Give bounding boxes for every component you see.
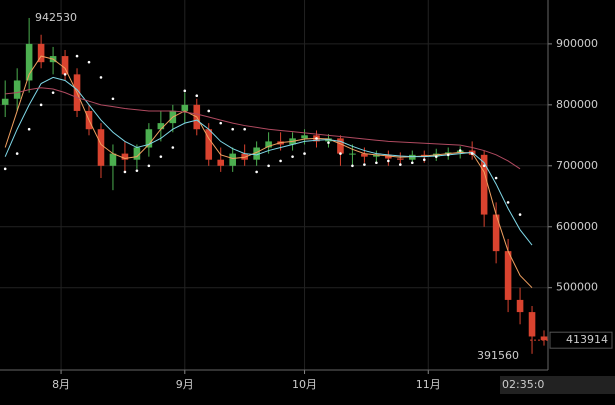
psar-dot (518, 213, 522, 216)
candle-body (528, 312, 536, 337)
x-tick-label: 10月 (292, 378, 317, 391)
psar-dot (506, 201, 510, 204)
candle-body (145, 129, 153, 148)
psar-dot (243, 127, 246, 131)
candle-body (492, 214, 500, 252)
candle-body (25, 43, 33, 81)
psar-dot (51, 91, 55, 94)
candle-body (13, 80, 21, 99)
psar-dot (327, 141, 330, 144)
psar-dot (219, 121, 223, 125)
psar-dot (339, 152, 342, 155)
candle-body (516, 299, 524, 313)
candle-body (504, 251, 512, 300)
candle-body (61, 56, 69, 75)
indicator-line (4, 55, 533, 289)
candle-body (253, 147, 260, 160)
psar-dot (183, 89, 187, 93)
last-price-label: 413914 (566, 333, 608, 346)
psar-dot (387, 159, 390, 163)
psar-dot (99, 76, 103, 79)
psar-dot (482, 164, 486, 168)
candle-body (480, 154, 488, 215)
psar-dot (3, 167, 7, 171)
candle-body (373, 154, 380, 157)
candle-body (265, 141, 272, 148)
psar-dot (279, 159, 282, 163)
candle-body (37, 43, 45, 63)
psar-dot (291, 155, 294, 158)
y-tick-label: 600000 (556, 220, 598, 233)
y-tick-label: 700000 (556, 159, 598, 172)
psar-dot (351, 164, 354, 168)
x-tick-label: 9月 (176, 378, 194, 391)
candle-body (397, 158, 404, 160)
psar-dot (39, 103, 43, 107)
psar-dot (399, 163, 402, 166)
candle-body (121, 153, 129, 160)
psar-dot (434, 155, 438, 158)
candle-body (133, 147, 141, 160)
psar-dot (410, 161, 414, 165)
psar-dot (458, 149, 462, 152)
candle-body (181, 104, 189, 111)
candle-body (301, 135, 308, 139)
psar-dot (494, 176, 498, 180)
psar-dot (207, 109, 211, 113)
candle-body (217, 159, 225, 166)
candle-body (205, 129, 213, 160)
time-label: 02:35:0 (502, 378, 544, 391)
psar-dot (111, 97, 115, 101)
candle-body (385, 154, 392, 159)
time-box (500, 376, 615, 394)
psar-dot (195, 94, 199, 98)
psar-dot (375, 161, 378, 165)
psar-dot (27, 127, 31, 131)
psar-dot (303, 152, 306, 155)
candle-body (97, 129, 105, 166)
psar-dot (135, 169, 139, 172)
psar-dot (87, 60, 91, 64)
y-tick-label: 900000 (556, 37, 598, 50)
psar-dot (255, 170, 258, 174)
psar-dot (231, 127, 234, 131)
psar-dot (267, 164, 270, 168)
candle-body (444, 152, 452, 154)
psar-dot (63, 73, 67, 76)
candle-body (109, 153, 117, 166)
candle-body (540, 336, 548, 341)
low-label: 391560 (477, 349, 519, 362)
indicator-line (4, 76, 533, 246)
indicator-line (5, 87, 521, 170)
candle-body (1, 98, 9, 105)
last-price-box (549, 331, 613, 349)
y-tick-label: 500000 (556, 281, 598, 294)
candle-body (241, 153, 248, 160)
psar-dot (15, 152, 19, 155)
psar-dot (123, 170, 127, 174)
candle-body (409, 154, 416, 160)
x-tick-label: 11月 (416, 378, 441, 391)
psar-dot (315, 137, 318, 140)
psar-dot (147, 164, 151, 168)
candle-body (361, 153, 368, 157)
psar-dot (75, 54, 79, 58)
candle-body (349, 153, 356, 155)
psar-dot (159, 155, 163, 158)
psar-dot (422, 158, 426, 162)
candle-body (337, 138, 344, 154)
y-tick-label: 800000 (556, 98, 598, 111)
x-tick-label: 8月 (52, 378, 70, 391)
psar-dot (446, 153, 450, 157)
psar-dot (363, 163, 366, 166)
psar-dot (171, 146, 175, 149)
candle-body (157, 123, 165, 130)
candle-body (229, 153, 236, 166)
high-label: 942530 (35, 11, 77, 24)
psar-dot (470, 152, 474, 155)
